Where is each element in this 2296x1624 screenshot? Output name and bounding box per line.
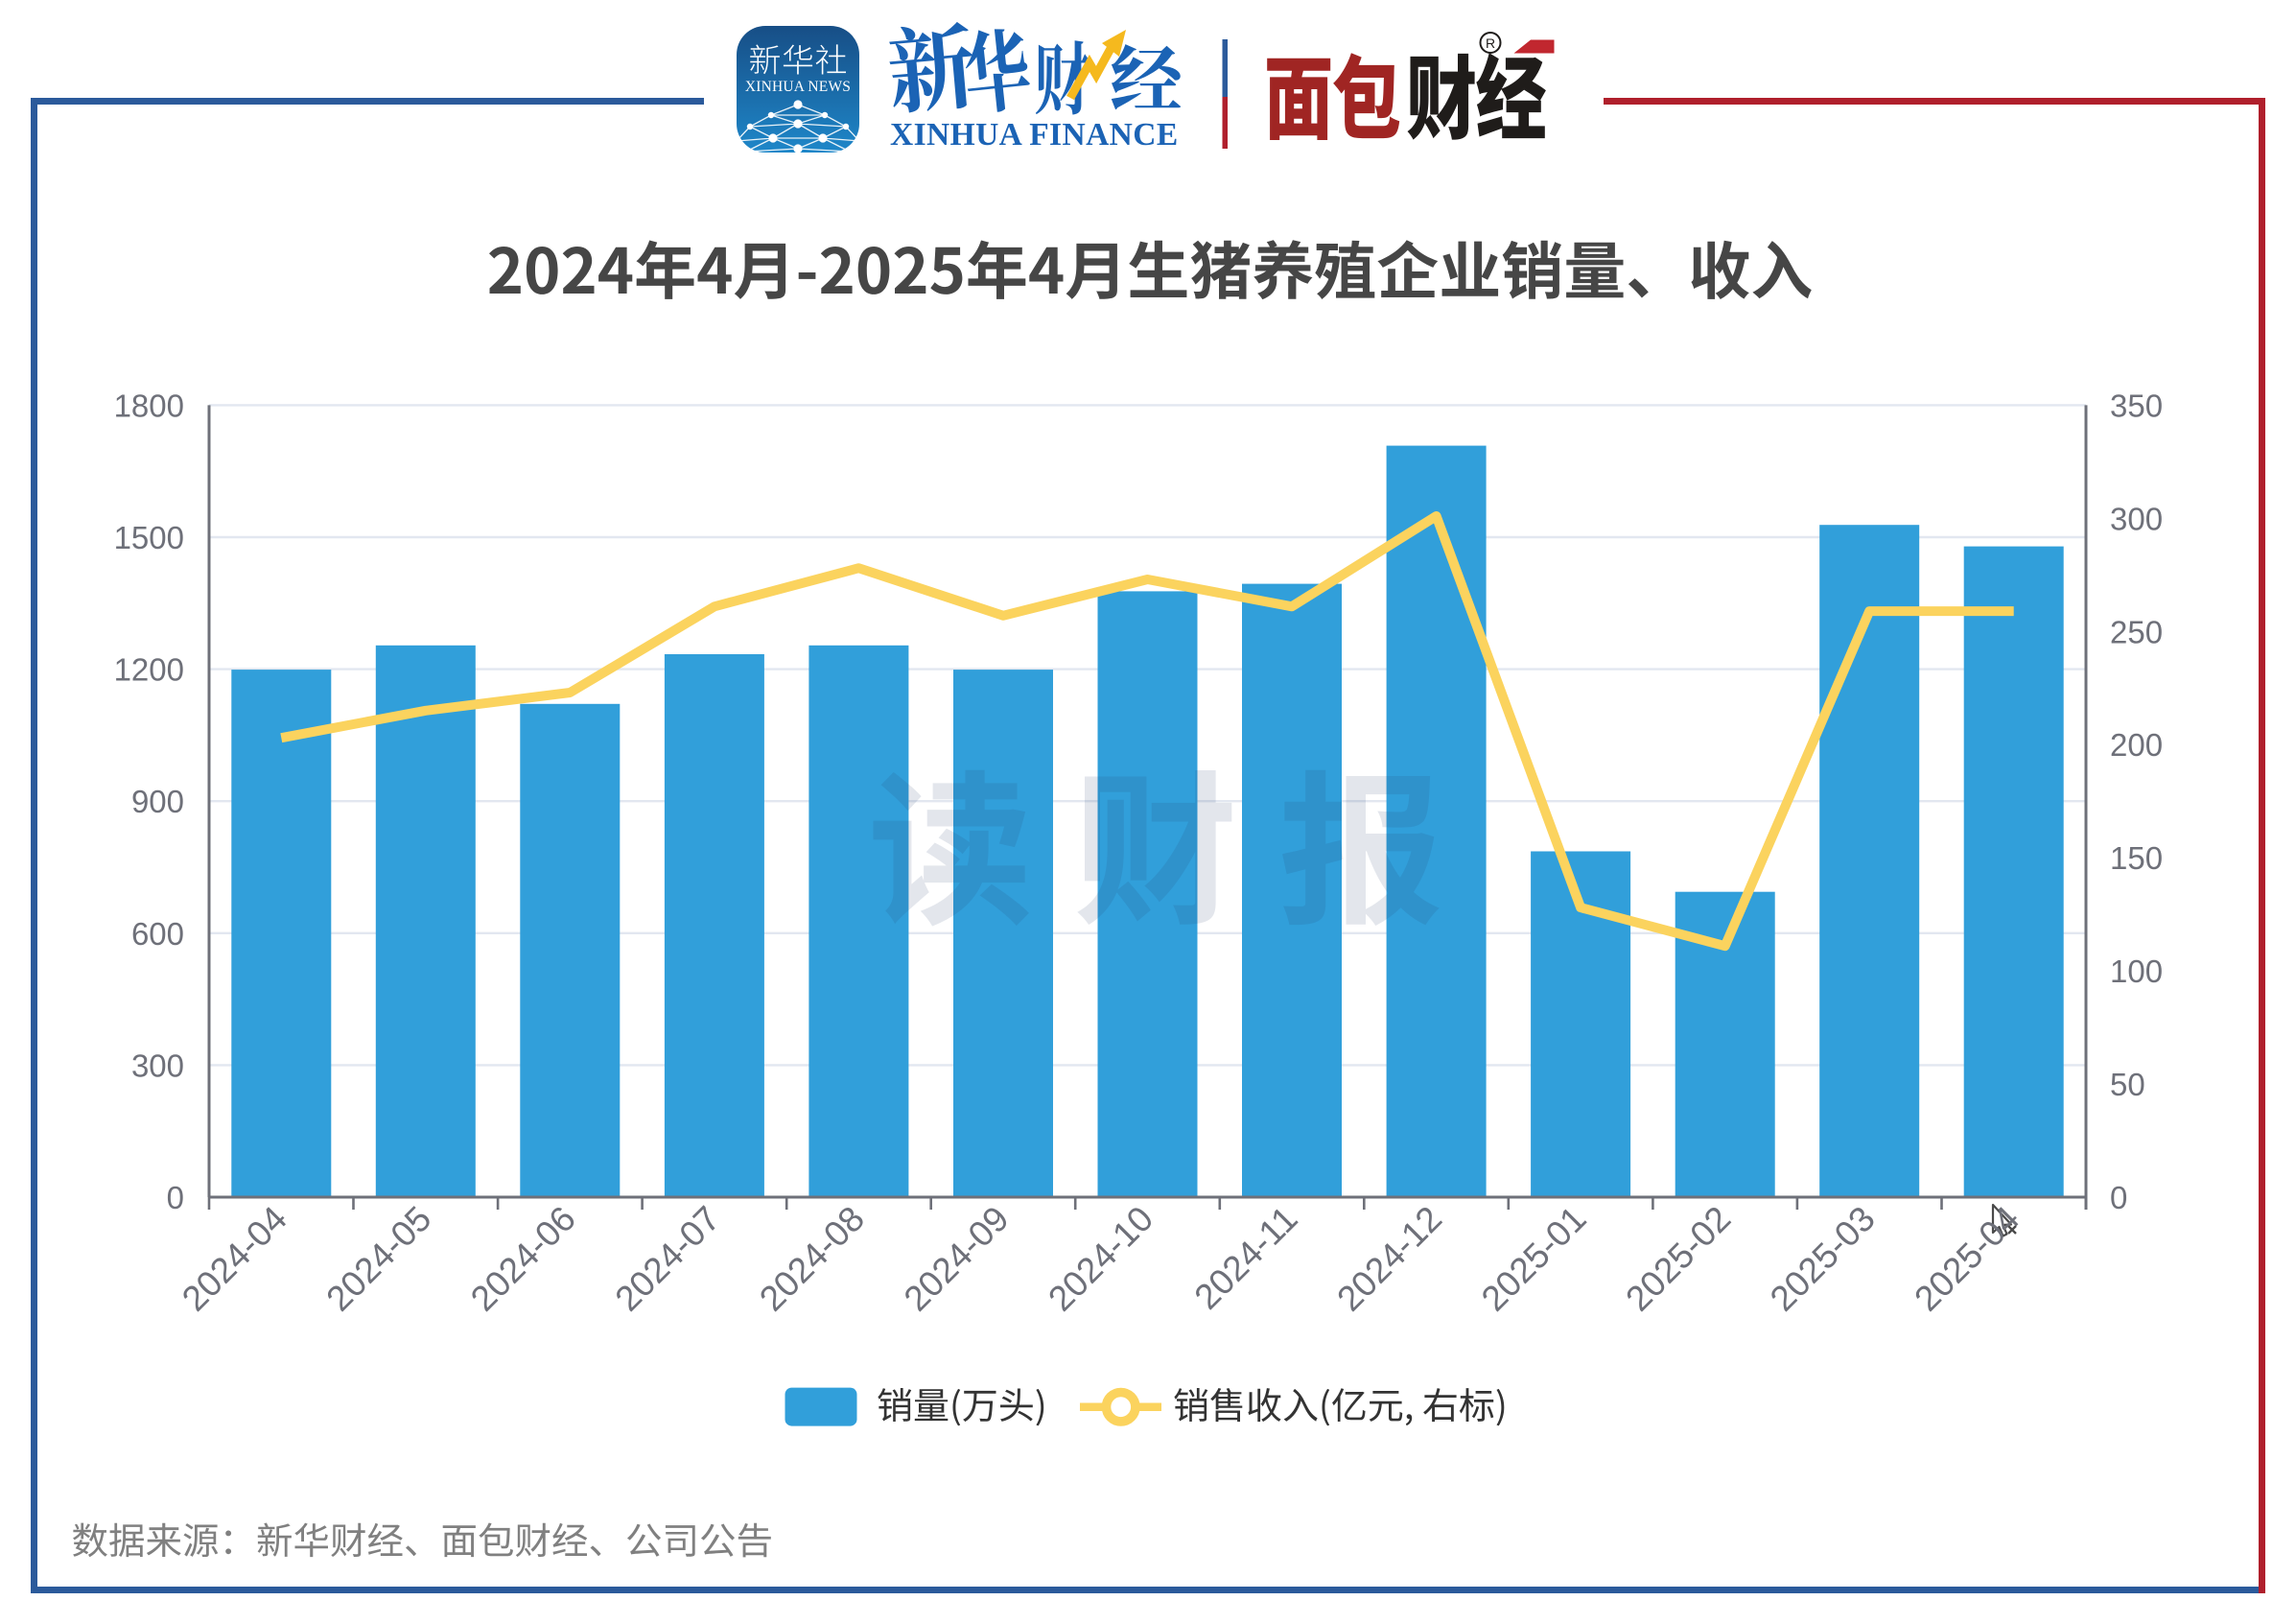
svg-text:150: 150 — [2110, 840, 2163, 876]
svg-text:900: 900 — [131, 784, 184, 819]
svg-text:1200: 1200 — [114, 652, 184, 688]
svg-text:0: 0 — [167, 1180, 184, 1215]
svg-text:100: 100 — [2110, 953, 2163, 989]
svg-text:300: 300 — [131, 1047, 184, 1083]
svg-text:1500: 1500 — [114, 520, 184, 555]
svg-text:R: R — [1486, 35, 1495, 51]
svg-text:50: 50 — [2110, 1067, 2145, 1102]
svg-text:XINHUA FINANCE: XINHUA FINANCE — [890, 117, 1179, 153]
svg-text:300: 300 — [2110, 501, 2163, 536]
svg-text:0: 0 — [2110, 1180, 2127, 1215]
svg-text:XINHUA NEWS: XINHUA NEWS — [745, 79, 851, 95]
svg-text:1800: 1800 — [114, 388, 184, 423]
svg-text:600: 600 — [131, 916, 184, 952]
svg-text:350: 350 — [2110, 388, 2163, 423]
svg-text:250: 250 — [2110, 614, 2163, 649]
svg-text:200: 200 — [2110, 727, 2163, 763]
